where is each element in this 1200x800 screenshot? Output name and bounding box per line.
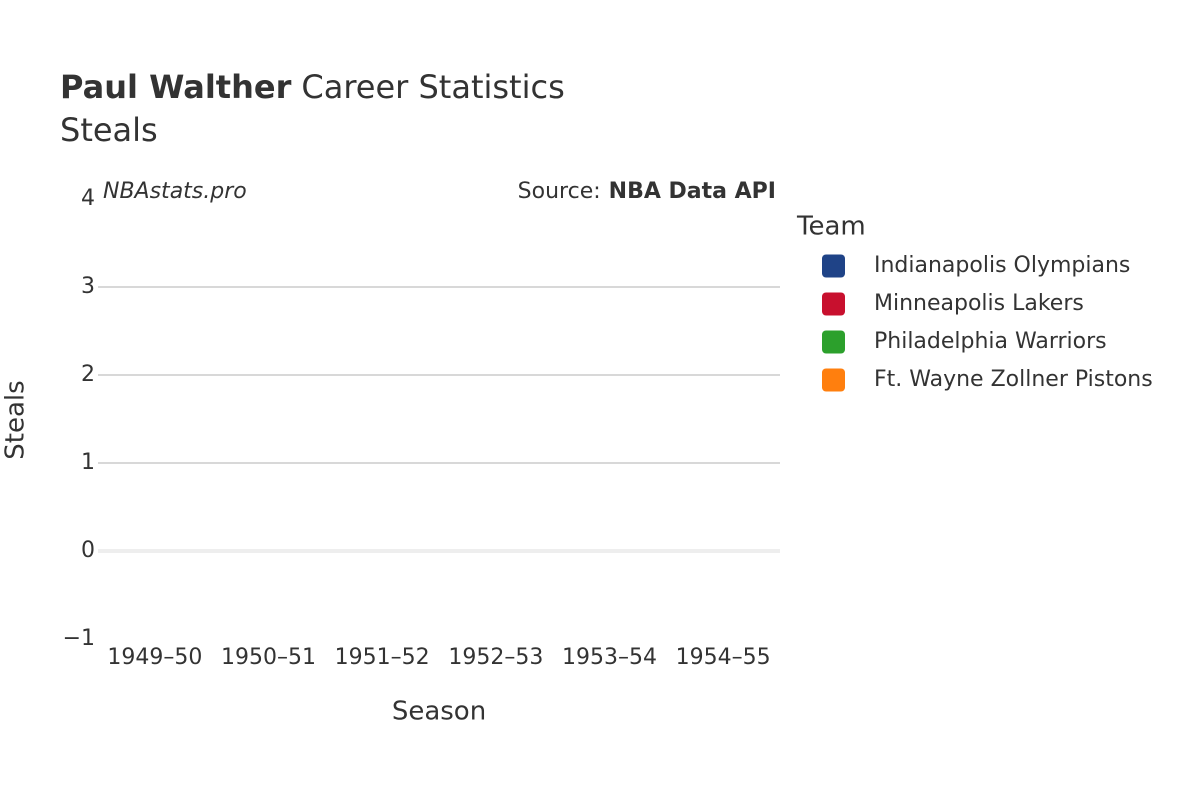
chart-subtitle: Steals — [60, 111, 158, 149]
legend-swatch — [822, 254, 845, 278]
y-tick-label: 2 — [81, 362, 95, 387]
x-tick-label: 1953–54 — [562, 645, 657, 670]
y-axis-title: Steals — [1, 380, 31, 459]
legend-title: Team — [796, 212, 866, 242]
legend-label: Indianapolis Olympians — [874, 253, 1130, 278]
legend-swatch — [822, 330, 845, 354]
chart-title: Paul Walther Career Statistics — [60, 68, 565, 106]
source-label: Source: — [518, 179, 601, 204]
x-tick-label: 1954–55 — [676, 645, 771, 670]
y-tick-label: 0 — [81, 538, 95, 563]
x-tick-label: 1950–51 — [221, 645, 316, 670]
source: Source: NBA Data API — [518, 179, 776, 204]
source-name: NBA Data API — [609, 179, 776, 204]
y-tick-label: 4 — [81, 186, 95, 211]
legend-label: Philadelphia Warriors — [874, 329, 1107, 354]
x-tick-label: 1951–52 — [335, 645, 430, 670]
y-tick-label: 1 — [81, 450, 95, 475]
legend-swatch — [822, 368, 845, 392]
legend-label: Ft. Wayne Zollner Pistons — [874, 367, 1153, 392]
watermark: NBAstats.pro — [103, 179, 247, 204]
x-tick-label: 1952–53 — [448, 645, 543, 670]
x-axis-title: Season — [392, 697, 486, 727]
title-bold: Paul Walther — [60, 68, 292, 106]
x-tick-label: 1949–50 — [107, 645, 202, 670]
y-tick-label: 3 — [81, 274, 95, 299]
legend-swatch — [822, 292, 845, 316]
legend-label: Minneapolis Lakers — [874, 291, 1084, 316]
title-rest: Career Statistics — [301, 68, 564, 106]
y-tick-label: −1 — [63, 626, 95, 651]
